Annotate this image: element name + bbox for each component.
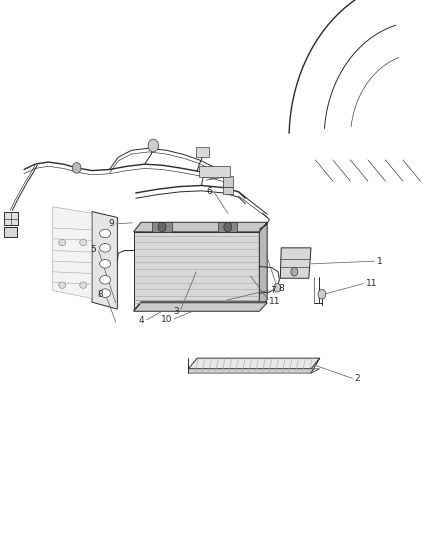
Circle shape <box>72 163 81 173</box>
Polygon shape <box>134 303 267 311</box>
Ellipse shape <box>99 276 110 284</box>
Ellipse shape <box>99 229 110 238</box>
Text: 8: 8 <box>97 290 103 298</box>
Text: 11: 11 <box>269 297 281 305</box>
Circle shape <box>291 268 298 276</box>
Bar <box>199 166 230 177</box>
Text: 9: 9 <box>108 220 114 228</box>
Bar <box>218 222 237 232</box>
Ellipse shape <box>80 282 87 288</box>
Bar <box>152 222 172 232</box>
Polygon shape <box>188 358 320 369</box>
Polygon shape <box>53 207 92 298</box>
Text: 8: 8 <box>279 285 284 293</box>
Polygon shape <box>134 302 267 310</box>
Polygon shape <box>259 222 267 309</box>
Text: 10: 10 <box>161 316 172 324</box>
Text: 7: 7 <box>271 286 276 295</box>
Circle shape <box>274 284 281 292</box>
Text: 11: 11 <box>366 279 377 288</box>
Text: 3: 3 <box>173 308 179 316</box>
Text: 6: 6 <box>207 188 212 196</box>
Polygon shape <box>92 212 117 309</box>
Circle shape <box>148 139 159 152</box>
Text: 2: 2 <box>355 374 360 383</box>
Polygon shape <box>4 227 17 237</box>
Bar <box>223 187 233 194</box>
Ellipse shape <box>59 282 66 288</box>
Bar <box>196 147 209 157</box>
Polygon shape <box>134 222 267 232</box>
Polygon shape <box>280 248 311 278</box>
Polygon shape <box>134 232 259 309</box>
Text: 4: 4 <box>139 317 145 325</box>
Ellipse shape <box>99 244 110 252</box>
Circle shape <box>318 289 326 299</box>
Polygon shape <box>4 212 18 225</box>
Bar <box>223 176 233 187</box>
Ellipse shape <box>80 239 87 246</box>
Text: 1: 1 <box>377 257 382 265</box>
Polygon shape <box>188 369 320 373</box>
Circle shape <box>224 222 232 232</box>
Ellipse shape <box>99 260 110 268</box>
Circle shape <box>158 222 166 232</box>
Ellipse shape <box>59 239 66 246</box>
Text: 5: 5 <box>91 245 96 254</box>
Ellipse shape <box>99 289 110 297</box>
